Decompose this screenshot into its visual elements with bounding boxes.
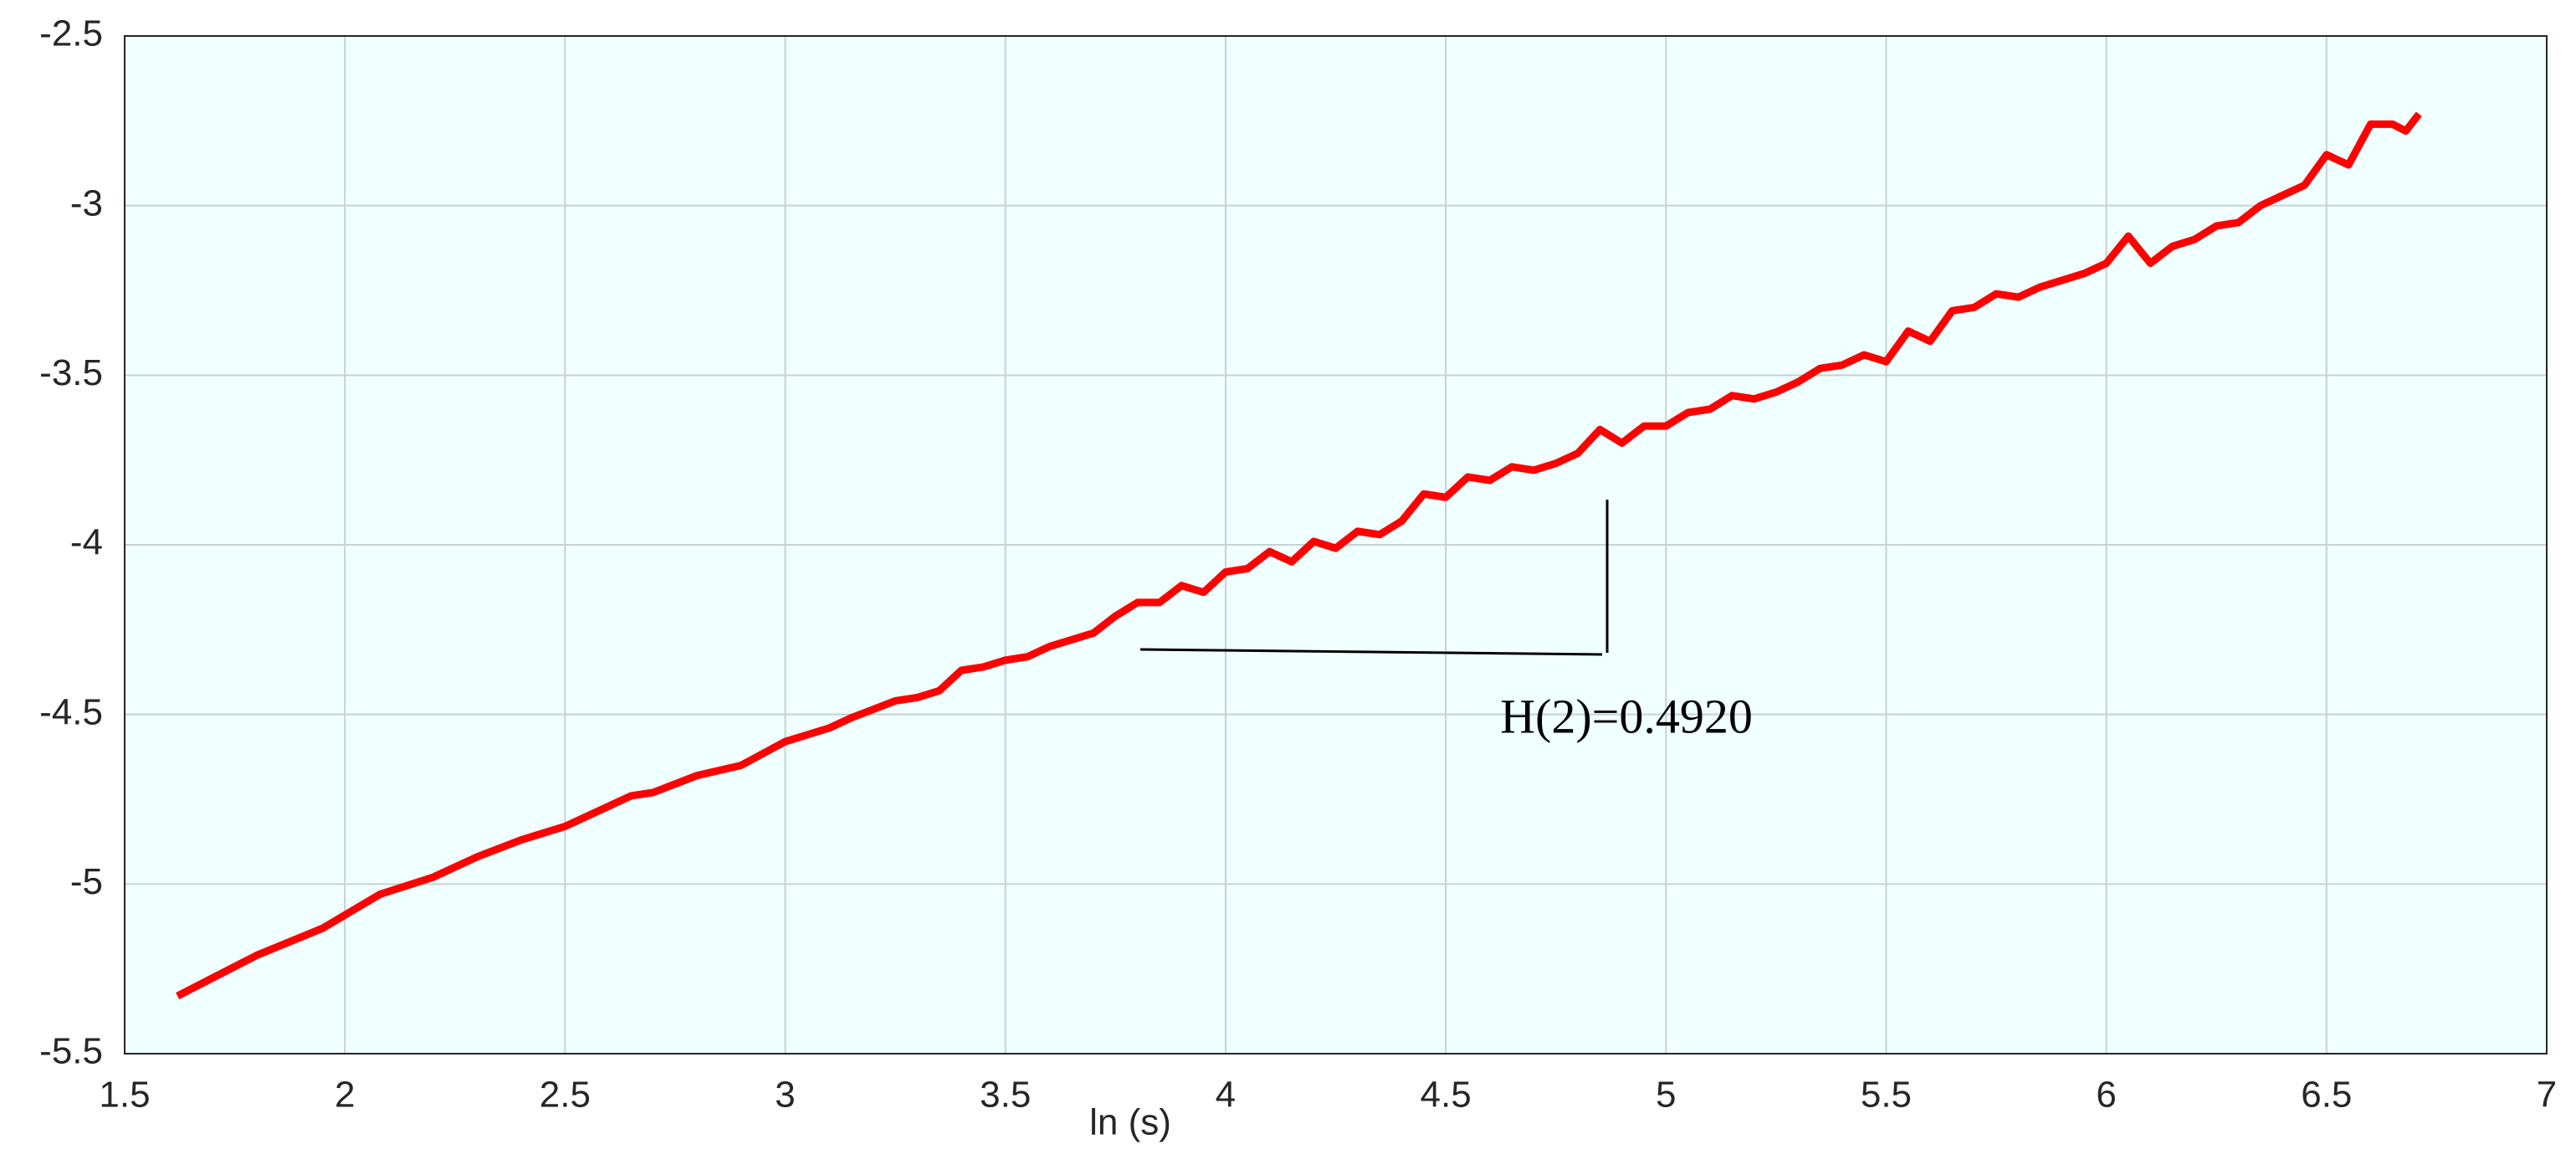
x-tick-label: 6 <box>2096 1075 2116 1116</box>
y-tick-label: -5 <box>70 861 103 902</box>
y-tick-label: -3.5 <box>39 352 103 393</box>
y-tick-label: -3 <box>70 182 103 223</box>
x-tick-label: 6.5 <box>2301 1075 2352 1116</box>
annotation: H(2)=0.4920 <box>1500 689 1753 743</box>
x-tick-label: 3 <box>775 1075 795 1116</box>
y-tick-label: -4 <box>70 522 103 563</box>
x-tick-label: 2 <box>335 1075 355 1116</box>
y-tick-label: -5.5 <box>39 1031 103 1072</box>
x-tick-label: 1.5 <box>99 1075 150 1116</box>
x-tick-label: 4 <box>1216 1075 1236 1116</box>
slope-line <box>1139 648 1603 656</box>
x-tick-label: 5.5 <box>1861 1075 1912 1116</box>
data-line <box>176 111 2422 1000</box>
y-tick-label: -2.5 <box>39 13 103 54</box>
x-tick-label: 7 <box>2537 1075 2557 1116</box>
x-tick-label: 5 <box>1656 1075 1676 1116</box>
y-tick-label: -4.5 <box>39 691 103 732</box>
x-tick-label: 3.5 <box>980 1075 1031 1116</box>
x-tick-label: 2.5 <box>540 1075 591 1116</box>
x-axis-label: ln (s) <box>1089 1102 1171 1143</box>
x-tick-label: 4.5 <box>1421 1075 1472 1116</box>
axes-frame <box>124 35 2548 1055</box>
series <box>176 111 2422 1000</box>
